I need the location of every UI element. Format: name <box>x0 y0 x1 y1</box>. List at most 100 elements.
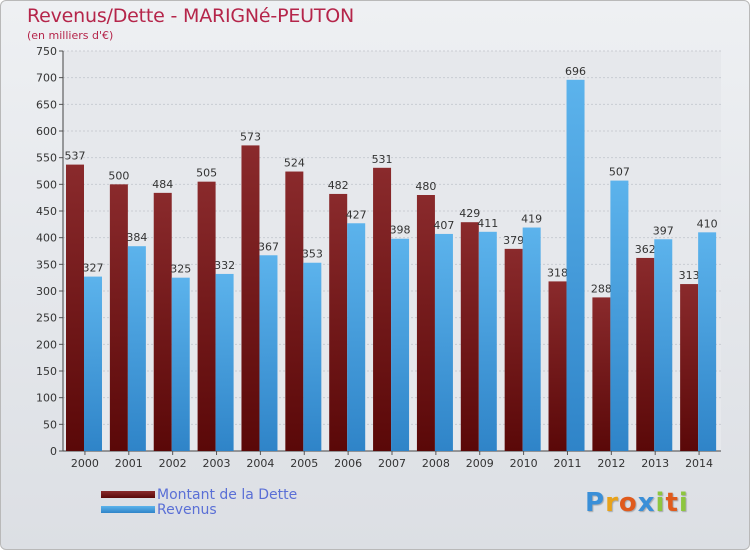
bar-dette <box>636 257 655 451</box>
x-tick-label: 2006 <box>334 457 362 470</box>
bar-revenus <box>303 262 322 451</box>
y-tick-label: 450 <box>36 205 57 218</box>
data-label-dette: 313 <box>679 269 700 282</box>
y-tick-label: 0 <box>50 445 57 458</box>
legend-swatch-dette <box>101 491 155 498</box>
bar-dette <box>460 222 479 451</box>
data-label-revenus: 384 <box>126 231 147 244</box>
x-tick-label: 2008 <box>422 457 450 470</box>
data-label-dette: 318 <box>547 266 568 279</box>
data-label-revenus: 332 <box>214 259 235 272</box>
logo-letter: o <box>618 488 638 518</box>
legend-label-dette: Montant de la Dette <box>157 486 298 503</box>
data-label-dette: 379 <box>503 234 524 247</box>
bar-dette <box>285 171 304 452</box>
x-tick-label: 2014 <box>685 457 713 470</box>
data-label-revenus: 410 <box>697 217 718 230</box>
y-tick-label: 100 <box>36 392 57 405</box>
data-label-dette: 362 <box>635 243 656 256</box>
bar-dette <box>197 181 216 451</box>
data-label-dette: 288 <box>591 282 612 295</box>
x-tick-label: 2009 <box>466 457 494 470</box>
data-label-dette: 505 <box>196 167 217 180</box>
data-label-revenus: 353 <box>302 248 323 261</box>
x-tick-label: 2010 <box>510 457 538 470</box>
logo-letter: i <box>655 488 666 518</box>
bar-dette <box>680 284 699 451</box>
y-tick-label: 150 <box>36 365 57 378</box>
data-label-dette: 500 <box>108 169 129 182</box>
x-tick-label: 2000 <box>71 457 99 470</box>
data-label-revenus: 398 <box>390 224 411 237</box>
x-tick-label: 2001 <box>115 457 143 470</box>
bar-revenus <box>610 180 629 451</box>
bar-dette <box>66 164 84 451</box>
y-tick-label: 200 <box>36 338 57 351</box>
y-tick-label: 50 <box>43 418 57 431</box>
y-tick-label: 700 <box>36 72 57 85</box>
logo-letter: P <box>585 488 606 518</box>
data-label-revenus: 367 <box>258 240 279 253</box>
bar-dette <box>592 297 611 451</box>
y-tick-label: 500 <box>36 178 57 191</box>
legend-item-revenus: Revenus <box>101 501 297 518</box>
x-tick-label: 2005 <box>290 457 318 470</box>
data-label-revenus: 407 <box>433 219 454 232</box>
bar-revenus <box>698 232 717 451</box>
x-tick-label: 2011 <box>553 457 581 470</box>
data-label-revenus: 419 <box>521 213 542 226</box>
chart-title: Revenus/Dette - MARIGNé-PEUTON <box>27 5 355 27</box>
x-tick-label: 2012 <box>597 457 625 470</box>
logo-letter: x <box>637 488 656 518</box>
logo-letter: i <box>678 488 689 518</box>
bar-dette <box>109 184 128 452</box>
data-label-dette: 573 <box>240 130 261 143</box>
data-label-dette: 480 <box>415 180 436 193</box>
x-tick-label: 2007 <box>378 457 406 470</box>
bar-dette <box>241 145 260 451</box>
data-label-revenus: 696 <box>565 65 586 78</box>
bar-revenus <box>434 233 453 451</box>
logo-letter: r <box>605 488 619 518</box>
bar-dette <box>153 192 172 451</box>
data-label-revenus: 507 <box>609 166 630 179</box>
x-tick-label: 2003 <box>203 457 231 470</box>
x-tick-label: 2013 <box>641 457 669 470</box>
data-label-revenus: 325 <box>170 263 191 276</box>
chart-subtitle: (en milliers d'€) <box>27 29 114 42</box>
y-tick-label: 550 <box>36 152 57 165</box>
bar-revenus <box>391 238 410 451</box>
bar-revenus <box>654 239 673 451</box>
bar-dette <box>416 195 435 451</box>
bar-dette <box>373 167 392 452</box>
data-label-dette: 537 <box>65 150 86 163</box>
legend-label-revenus: Revenus <box>157 501 217 518</box>
y-tick-label: 650 <box>36 98 57 111</box>
legend-swatch-revenus <box>101 506 155 513</box>
data-label-dette: 429 <box>459 207 480 220</box>
x-tick-label: 2004 <box>246 457 274 470</box>
legend: Montant de la Dette Revenus <box>101 486 298 518</box>
data-label-revenus: 327 <box>83 262 104 275</box>
bar-revenus <box>566 79 585 452</box>
y-tick-label: 750 <box>36 45 57 58</box>
data-label-revenus: 427 <box>346 208 367 221</box>
bar-revenus <box>127 246 146 451</box>
bar-dette <box>329 193 348 451</box>
bar-revenus <box>522 227 541 451</box>
bar-revenus <box>215 273 234 451</box>
bar-dette <box>548 281 567 451</box>
data-label-revenus: 397 <box>653 224 674 237</box>
data-label-revenus: 411 <box>477 217 498 230</box>
bar-revenus <box>478 231 497 451</box>
bar-revenus <box>347 223 366 451</box>
y-tick-label: 300 <box>36 285 57 298</box>
x-tick-label: 2002 <box>159 457 187 470</box>
bar-revenus <box>171 277 190 451</box>
y-tick-label: 250 <box>36 312 57 325</box>
data-label-dette: 524 <box>284 157 305 170</box>
proxiti-logo: Proxiti <box>585 488 689 518</box>
bar-revenus <box>84 276 102 451</box>
